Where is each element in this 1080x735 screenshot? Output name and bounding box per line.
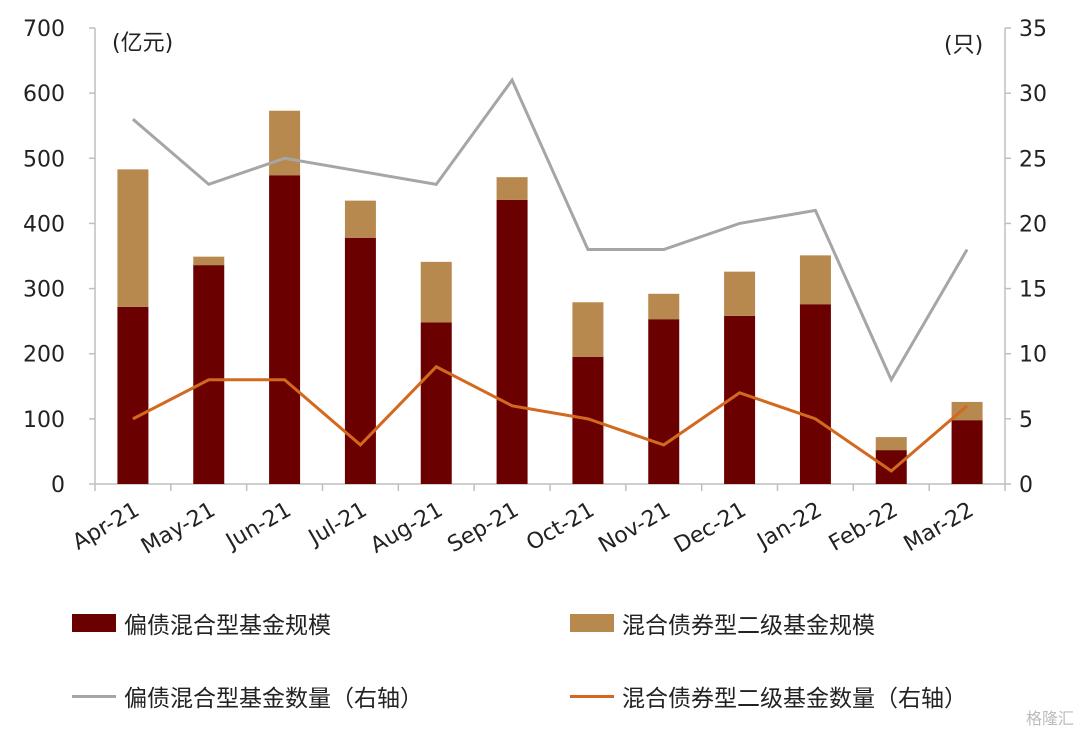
left-tick-label: 0 [51,473,65,498]
left-axis-unit: (亿元) [112,31,173,56]
bar-debt-mixed-scale [875,450,907,484]
bar-debt-mixed-scale [799,304,831,484]
bar-bond-secondary-scale [572,302,604,357]
bar-debt-mixed-scale [496,199,528,484]
bar-bond-secondary-scale [420,261,452,323]
bar-debt-mixed-scale [951,420,983,484]
bar-bond-secondary-scale [648,293,680,320]
right-tick-label: 10 [1019,343,1047,368]
bar-debt-mixed-scale [648,319,680,484]
bar-bond-secondary-scale [496,177,528,200]
left-tick-label: 400 [23,212,65,237]
right-tick-label: 25 [1019,147,1047,172]
bar-bond-secondary-scale [193,256,225,266]
left-tick-label: 200 [23,343,65,368]
x-tick-label: Jan-22 [752,498,827,556]
chart: 0 100 200 300 400 500 600 700 0 5 10 15 20 25 30 35 Apr-… [23,17,1047,560]
bar-debt-mixed-scale [193,265,225,484]
lines [131,77,969,473]
left-tick-label: 700 [23,17,65,42]
x-tick-label: Oct-21 [522,498,599,557]
legend-label: 偏债混合型基金数量（右轴） [124,686,423,712]
bar-bond-secondary-scale [951,401,983,421]
x-tick-label: Sep-21 [444,498,524,558]
bar-debt-mixed-scale [572,356,604,484]
bar-bond-secondary-scale [875,437,907,451]
x-tick-label: Apr-21 [69,498,144,556]
x-tick-label: May-21 [137,498,220,560]
legend-swatch [570,614,614,632]
x-tick-label: Aug-21 [366,498,447,559]
bar-debt-mixed-scale [420,322,452,484]
legend-item: 混合债券型二级基金数量（右轴） [570,679,967,713]
x-tick-label: Jun-21 [220,498,295,556]
legend-swatch [72,694,116,698]
left-tick-label: 600 [23,82,65,107]
line-bond-secondary-count [132,364,969,473]
legend-swatch [72,614,116,632]
bar-bond-secondary-scale [724,271,756,316]
x-tick-label: Dec-21 [670,498,750,559]
bar-debt-mixed-scale [117,306,149,484]
legend-label: 偏债混合型基金规模 [124,613,331,639]
left-tick-label: 100 [23,408,65,433]
left-tick-label: 300 [23,278,65,303]
legend-item: 偏债混合型基金数量（右轴） [72,679,423,713]
legend-swatch [570,694,614,698]
bar-bond-secondary-scale [344,200,376,238]
right-tick-label: 35 [1019,17,1047,42]
bar-debt-mixed-scale [269,175,301,485]
watermark: 格隆汇 [1025,709,1074,728]
bar-bond-secondary-scale [269,110,301,176]
bar-debt-mixed-scale [344,237,376,484]
legend-label: 混合债券型二级基金规模 [622,613,875,639]
right-tick-label: 20 [1019,212,1047,237]
legend-label: 混合债券型二级基金数量（右轴） [622,686,967,712]
bar-bond-secondary-scale [799,255,831,305]
line-debt-mixed-count [131,77,969,384]
right-axis-unit: (只) [944,33,983,58]
right-tick-label: 30 [1019,82,1047,107]
right-tick-label: 15 [1019,278,1047,303]
right-tick-label: 0 [1019,473,1033,498]
left-tick-label: 500 [23,147,65,172]
x-tick-label: Mar-22 [900,498,978,558]
x-tick-label: Feb-22 [825,498,902,557]
bar-bond-secondary-scale [117,169,149,307]
legend-item: 偏债混合型基金规模 [72,606,331,640]
right-tick-label: 5 [1019,408,1033,433]
x-tick-label: Nov-21 [594,498,674,559]
x-tick-label: Jul-21 [303,498,371,552]
legend-item: 混合债券型二级基金规模 [570,606,875,640]
